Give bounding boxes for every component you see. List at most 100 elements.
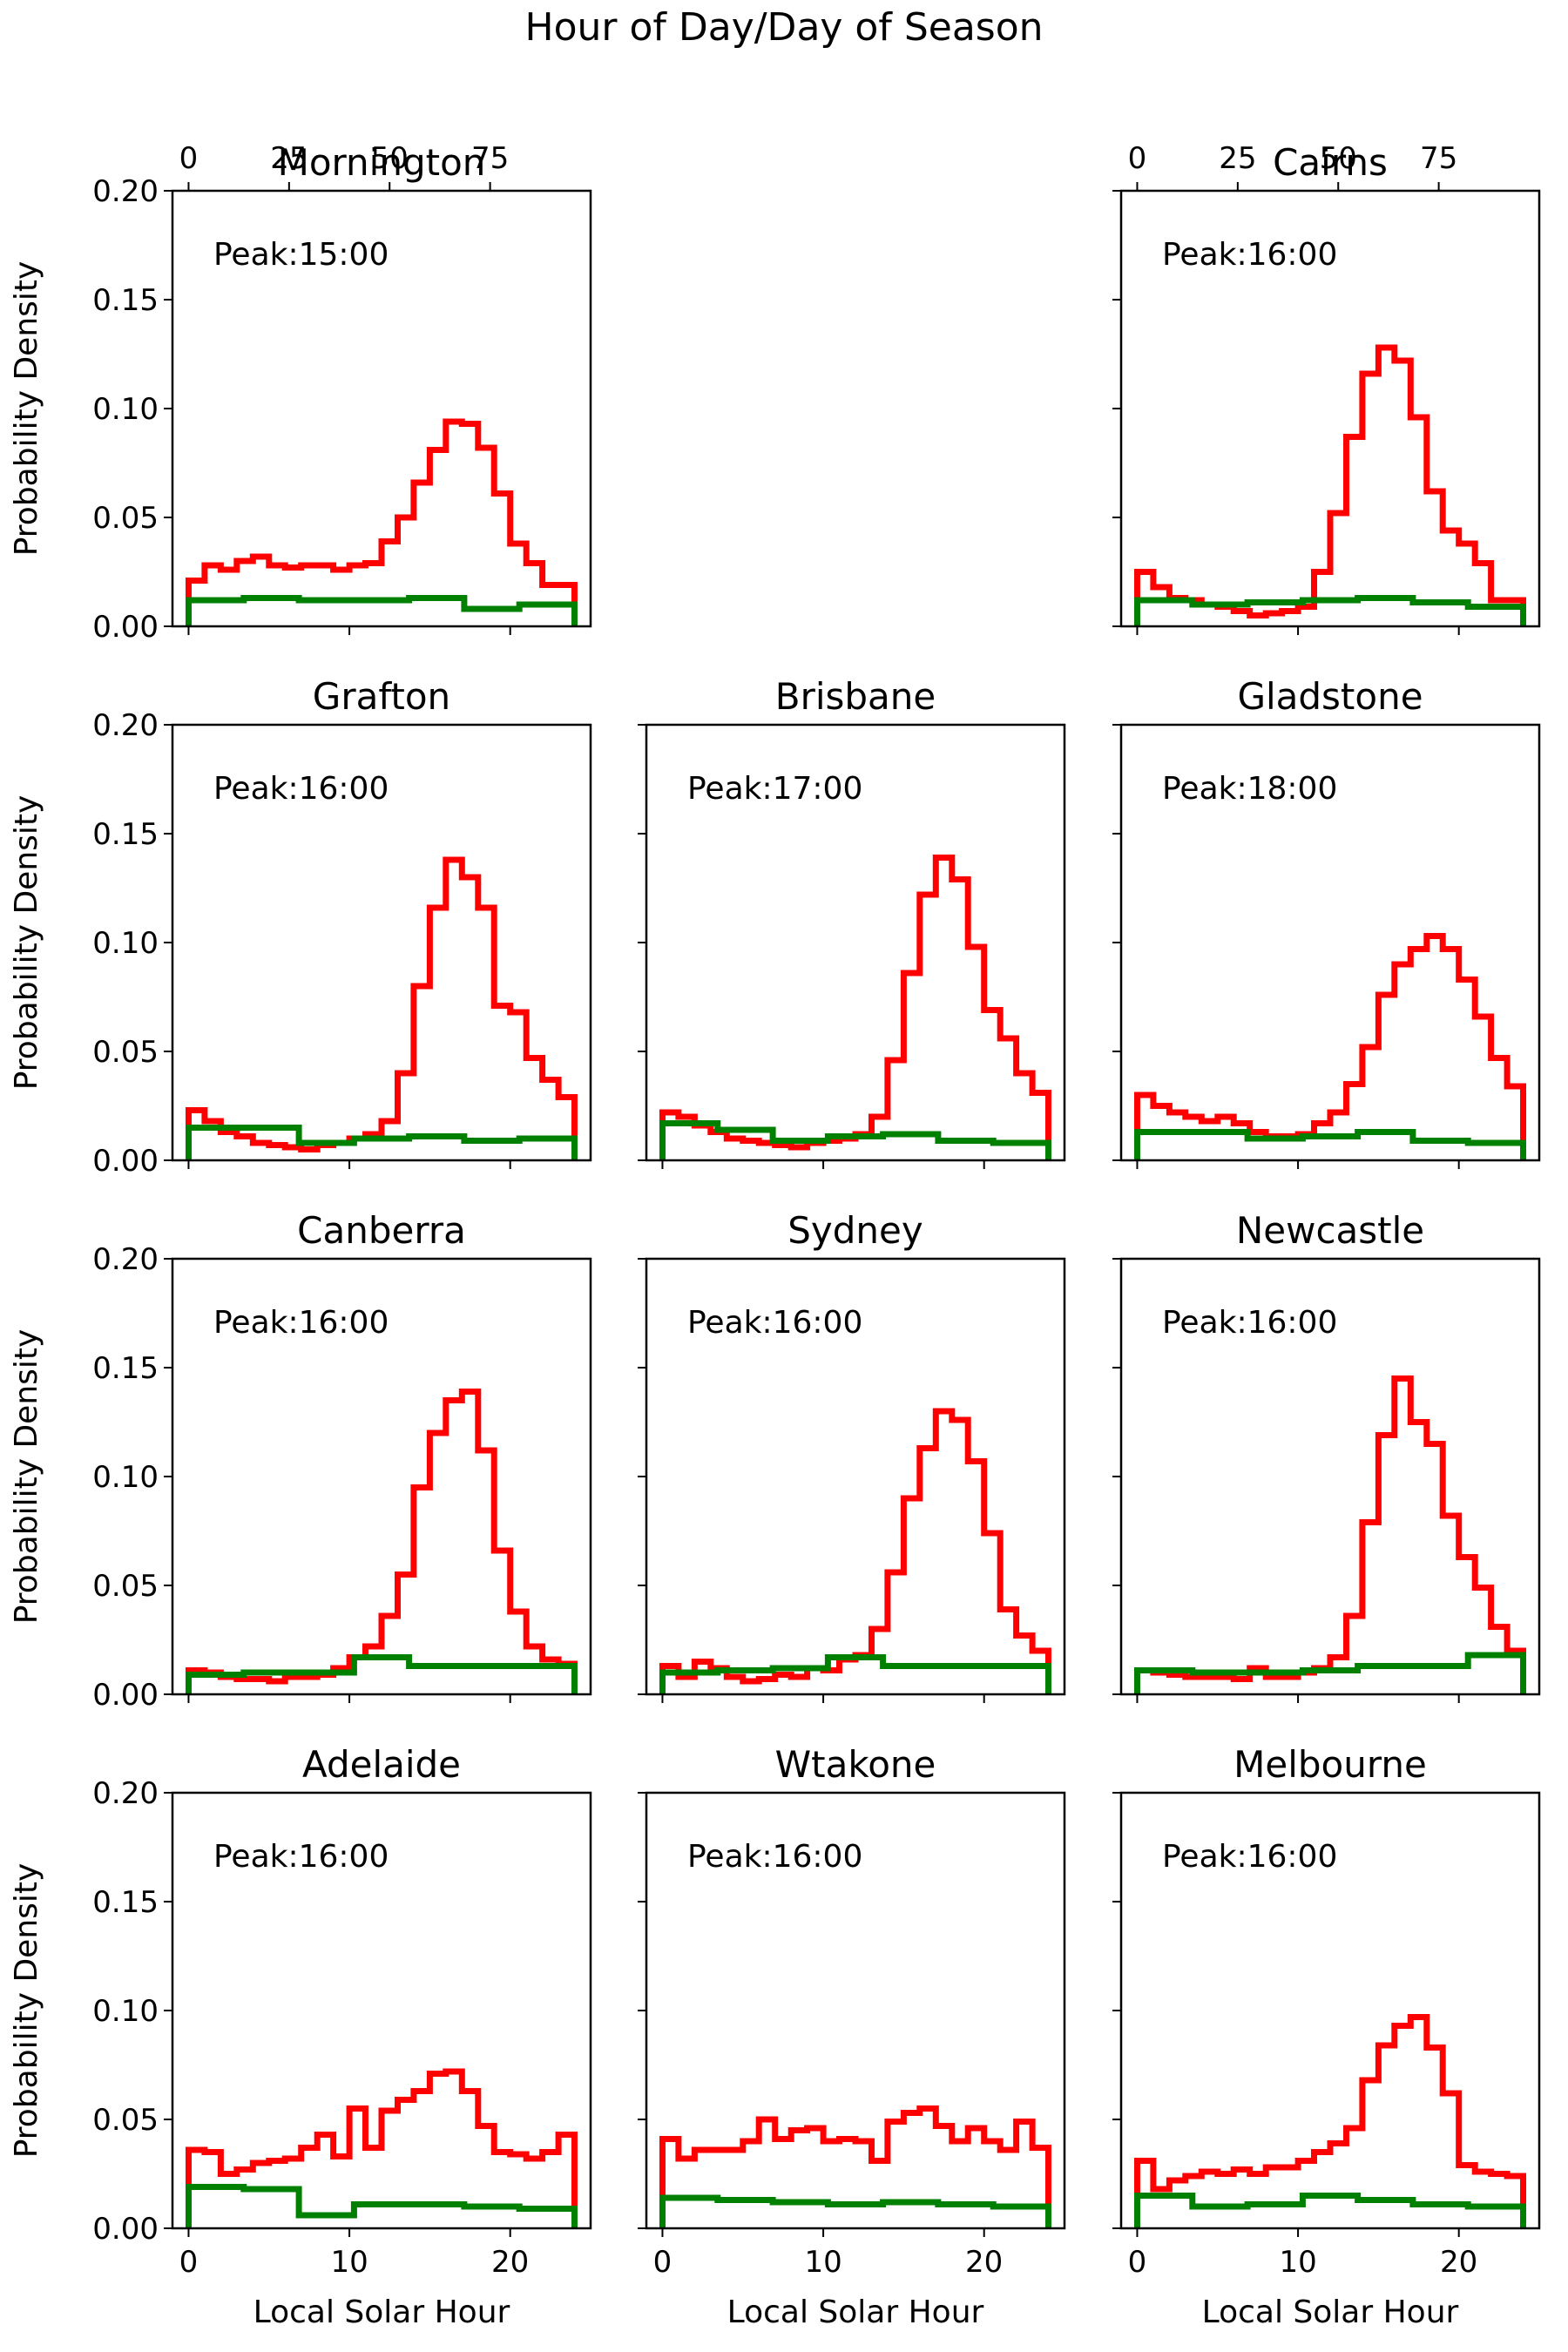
y-tick-label: 0.15 (92, 1885, 159, 1920)
x-tick-label: 10 (330, 2245, 368, 2280)
panel-brisbane: Brisbane Peak:17:00 (638, 675, 1066, 1169)
axes-frame-wtakone (645, 1791, 1066, 2230)
y-tick-label: 0.10 (92, 1994, 159, 2029)
season-histogram-gladstone (1134, 1129, 1526, 1160)
hour-underlay-cairns (1136, 346, 1524, 626)
x-tick-label: 20 (1440, 2245, 1477, 2280)
top-tick-label: 75 (1420, 141, 1457, 176)
top-tick-label: 25 (1219, 141, 1256, 176)
season-histogram-sydney (659, 1654, 1051, 1694)
y-tick-label: 0.20 (92, 1776, 159, 1811)
y-tick-label: 0.10 (92, 926, 159, 961)
panel-cairns: Cairns 0 25 50 75 Peak:16:00 (1112, 141, 1541, 635)
panel-title-newcastle: Newcastle (1236, 1209, 1424, 1252)
y-tick-label: 0.00 (92, 2212, 159, 2247)
peak-label-cairns: Peak:16:00 (1162, 237, 1337, 273)
panel-title-brisbane: Brisbane (775, 675, 936, 718)
y-tick-label: 0.05 (92, 1035, 159, 1070)
peak-label-canberra: Peak:16:00 (213, 1305, 389, 1341)
axes-frame-melbourne (1119, 1791, 1541, 2230)
hour-histogram-gladstone (1134, 933, 1526, 1160)
x-tick-label: 20 (491, 2245, 529, 2280)
axes-frame-mornington (171, 189, 592, 628)
axes-frame-canberra (171, 1257, 592, 1696)
season-histogram-melbourne (1134, 2193, 1526, 2228)
peak-label-mornington: Peak:15:00 (213, 237, 389, 273)
peak-label-adelaide: Peak:16:00 (213, 1839, 389, 1875)
y-axis-label: Probability Density (9, 795, 44, 1091)
y-tick-label: 0.15 (92, 817, 159, 852)
x-tick-label: 0 (1128, 2245, 1147, 2280)
peak-label-sydney: Peak:16:00 (687, 1305, 862, 1341)
top-tick-label: 50 (371, 141, 409, 176)
peak-label-gladstone: Peak:18:00 (1162, 771, 1337, 807)
panel-canberra: Canberra 0.00 0.05 0.10 0.15 0.20 Peak:16:00 Pr… (9, 1209, 592, 1713)
top-tick-label: 25 (270, 141, 308, 176)
y-tick-label: 0.20 (92, 708, 159, 743)
hour-histogram-canberra (186, 1389, 578, 1694)
axes-frame-cairns (1119, 189, 1541, 628)
panel-title-adelaide: Adelaide (302, 1743, 461, 1786)
panel-title-grafton: Grafton (313, 675, 450, 718)
y-tick-label: 0.00 (92, 610, 159, 645)
panel-newcastle: Newcastle Peak:16:00 (1112, 1209, 1541, 1703)
season-histogram-cairns (1134, 595, 1526, 626)
x-tick-label: 0 (653, 2245, 672, 2280)
season-histogram-mornington (186, 595, 578, 626)
hour-histogram-brisbane (659, 855, 1051, 1160)
y-tick-label: 0.10 (92, 1460, 159, 1495)
peak-label-brisbane: Peak:17:00 (687, 771, 862, 807)
season-histogram-adelaide (186, 2184, 578, 2228)
panel-mornington: Mornington 0.00 0.05 0.10 0.15 0.20 0 25 50 75 Pea… (9, 141, 592, 645)
hour-underlay-newcastle (1136, 1377, 1524, 1694)
peak-label-wtakone: Peak:16:00 (687, 1839, 862, 1875)
y-tick-label: 0.00 (92, 1678, 159, 1713)
panel-grafton: Grafton 0.00 0.05 0.10 0.15 0.20 Peak:16:00 Pro… (9, 675, 592, 1179)
axes-frame-newcastle (1119, 1257, 1541, 1696)
panel-adelaide: Adelaide 0.00 0.05 0.10 0.15 0.20 0 10 20 Peak:16… (9, 1743, 592, 2330)
x-tick-label: 0 (179, 2245, 199, 2280)
hour-histogram-cairns (1134, 344, 1526, 626)
y-tick-label: 0.15 (92, 1351, 159, 1386)
peak-label-grafton: Peak:16:00 (213, 771, 389, 807)
x-axis-label: Local Solar Hour (1202, 2295, 1459, 2330)
hour-histogram-newcastle (1134, 1375, 1526, 1694)
axes-frame-adelaide (171, 1791, 592, 2230)
y-tick-label: 0.20 (92, 1242, 159, 1277)
panel-title-canberra: Canberra (297, 1209, 466, 1252)
top-tick-label: 0 (179, 141, 199, 176)
y-tick-label: 0.00 (92, 1144, 159, 1179)
peak-label-melbourne: Peak:16:00 (1162, 1839, 1337, 1875)
hour-histogram-grafton (186, 856, 578, 1160)
y-tick-label: 0.05 (92, 2103, 159, 2138)
hour-histogram-sydney (659, 1408, 1051, 1694)
panel-title-sydney: Sydney (787, 1209, 923, 1252)
panel-title-cairns: Cairns (1273, 141, 1388, 184)
y-tick-label: 0.10 (92, 392, 159, 427)
hour-underlay-sydney (661, 1409, 1050, 1694)
panel-title-gladstone: Gladstone (1237, 675, 1423, 718)
axes-frame-sydney (645, 1257, 1066, 1696)
x-axis-label: Local Solar Hour (253, 2295, 510, 2330)
panel-gladstone: Gladstone Peak:18:00 (1112, 675, 1541, 1169)
y-tick-label: 0.15 (92, 283, 159, 318)
panel-title-mornington: Mornington (278, 141, 486, 184)
season-histogram-wtakone (659, 2194, 1051, 2228)
x-tick-label: 10 (1279, 2245, 1316, 2280)
peak-label-newcastle: Peak:16:00 (1162, 1305, 1337, 1341)
hour-histogram-adelaide (186, 2068, 578, 2228)
y-axis-label: Probability Density (9, 1863, 44, 2159)
panel-title-melbourne: Melbourne (1233, 1743, 1427, 1786)
x-tick-label: 10 (804, 2245, 841, 2280)
y-axis-label: Probability Density (9, 1329, 44, 1625)
season-histogram-canberra (186, 1654, 578, 1694)
figure-title: Hour of Day/Day of Season (524, 5, 1043, 50)
y-tick-label: 0.20 (92, 174, 159, 209)
season-histogram-brisbane (659, 1120, 1051, 1160)
top-tick-label: 50 (1320, 141, 1357, 176)
panel-grid: Mornington 0.00 0.05 0.10 0.15 0.20 0 25 50 75 Pea… (9, 141, 1541, 2330)
axes-frame-grafton (171, 723, 592, 1162)
top-tick-label: 0 (1128, 141, 1147, 176)
top-tick-label: 75 (471, 141, 509, 176)
